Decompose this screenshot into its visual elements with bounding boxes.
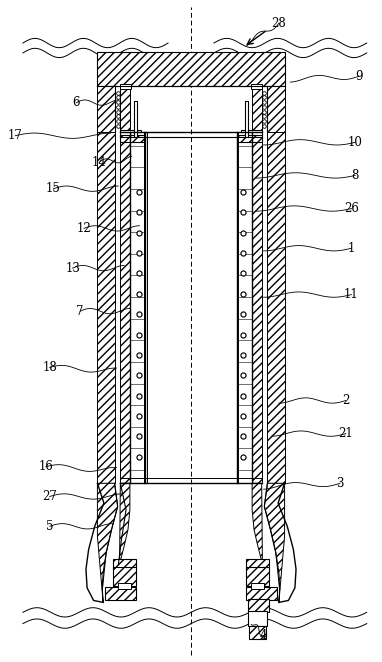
Text: 6: 6	[73, 96, 80, 109]
Bar	[252, 86, 262, 132]
Bar	[252, 89, 262, 483]
Text: 16: 16	[39, 460, 53, 473]
Bar	[241, 130, 262, 137]
Bar	[246, 559, 269, 569]
Bar	[113, 567, 136, 586]
Bar	[113, 559, 136, 569]
Bar	[118, 583, 131, 589]
Bar	[246, 587, 277, 600]
Bar	[120, 130, 141, 137]
Polygon shape	[120, 483, 130, 564]
Polygon shape	[264, 483, 285, 602]
Text: 10: 10	[348, 136, 363, 149]
Bar	[120, 86, 130, 132]
Text: 12: 12	[77, 222, 91, 235]
Bar	[248, 599, 269, 612]
Text: 18: 18	[42, 361, 57, 374]
Bar	[120, 84, 131, 89]
Bar	[251, 583, 264, 589]
Text: 7: 7	[76, 305, 84, 318]
Bar	[130, 132, 147, 483]
Text: 17: 17	[8, 129, 23, 142]
Bar	[267, 66, 285, 483]
Text: 1: 1	[348, 242, 355, 255]
Bar	[245, 101, 248, 137]
Bar	[251, 84, 262, 89]
Bar	[237, 132, 238, 483]
Bar	[237, 132, 252, 483]
Text: 14: 14	[92, 156, 107, 169]
Text: 4: 4	[260, 629, 267, 642]
Text: 11: 11	[344, 288, 359, 301]
Bar	[144, 132, 145, 483]
Text: 5: 5	[46, 520, 53, 533]
Text: 26: 26	[344, 202, 359, 215]
Bar	[120, 135, 145, 142]
Bar	[134, 101, 137, 137]
Bar	[97, 52, 285, 86]
Bar	[97, 66, 115, 483]
Bar	[97, 86, 115, 132]
Text: 2: 2	[342, 394, 350, 407]
Bar	[248, 611, 267, 626]
Text: 21: 21	[338, 427, 353, 440]
Polygon shape	[97, 483, 118, 602]
Bar	[120, 89, 130, 483]
Bar	[249, 626, 266, 639]
Text: 27: 27	[42, 490, 57, 503]
Bar	[105, 587, 136, 600]
Polygon shape	[252, 483, 262, 564]
Text: 15: 15	[46, 182, 61, 195]
Text: 8: 8	[351, 169, 359, 182]
Text: 28: 28	[272, 17, 286, 30]
Text: 9: 9	[355, 70, 363, 83]
Bar	[267, 86, 285, 132]
Bar	[246, 567, 269, 586]
Bar	[237, 135, 262, 142]
Text: 3: 3	[336, 477, 344, 490]
Text: 13: 13	[65, 261, 80, 275]
